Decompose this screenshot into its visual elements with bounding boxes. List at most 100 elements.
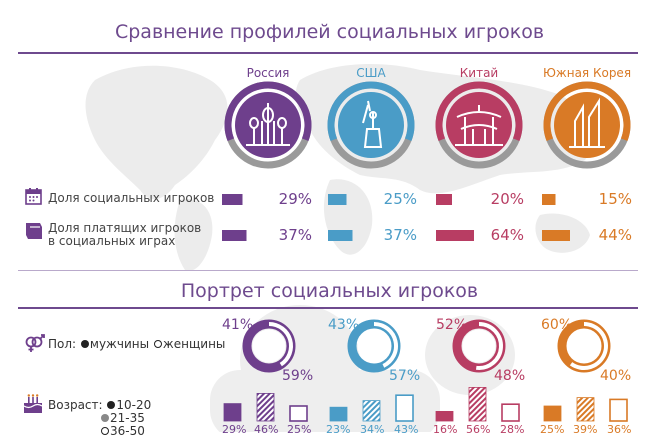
- kremlin-icon: [246, 103, 290, 146]
- metric-2-value-korea: 44%: [598, 226, 632, 244]
- metric-1-value-korea: 15%: [598, 190, 632, 208]
- wallet-icon: [26, 223, 42, 239]
- gender-legend-male: мужчины: [89, 337, 150, 351]
- female-value-russia: 59%: [282, 368, 314, 384]
- age-bar-2-russia: [256, 392, 275, 422]
- donut-hole: [357, 329, 391, 363]
- country-label-china: Китай: [459, 66, 499, 80]
- male-value-russia: 41%: [222, 317, 254, 333]
- metric-bar-2-china: [436, 230, 474, 241]
- metric-bar-2-korea: [542, 230, 570, 241]
- gender-donuts-layer: [242, 319, 611, 373]
- country-label-russia: Россия: [246, 66, 290, 80]
- female-value-china: 48%: [494, 368, 526, 384]
- metric-2-value-russia: 37%: [278, 226, 312, 244]
- age-legend-group-2: 21-35: [110, 411, 145, 425]
- female-value-korea: 40%: [600, 368, 632, 384]
- age-bar-1-usa: [329, 406, 348, 422]
- metric-label-social-share-text: Доля социальных игроков: [48, 191, 215, 205]
- badge-ring-accent: [543, 81, 631, 142]
- badge-disc: [338, 92, 404, 158]
- metric-label-paying-share: Доля платящих игроков в социальных играх: [48, 222, 201, 248]
- metric-1-value-russia: 29%: [278, 190, 312, 208]
- age-1-value-korea: 25%: [540, 423, 565, 436]
- badge-ring-accent: [435, 81, 523, 142]
- gender-legend-female: женщины: [162, 337, 226, 351]
- gender-donut-russia: [242, 319, 296, 373]
- male-value-usa: 43%: [328, 317, 360, 333]
- female-value-usa: 57%: [389, 368, 421, 384]
- gender-legend: Пол: мужчины женщины: [48, 337, 225, 351]
- statue-of-liberty-icon: [362, 100, 383, 148]
- metric-1-value-china: 20%: [490, 190, 524, 208]
- donut-male-segment: [569, 322, 608, 370]
- age-2-value-russia: 46%: [254, 423, 279, 436]
- gender-donut-china: [452, 319, 506, 373]
- age-2-value-korea: 39%: [573, 423, 598, 436]
- age-bar-1-china: [435, 410, 454, 422]
- country-label-korea: Южная Корея: [542, 66, 632, 80]
- age-bar-2-korea: [576, 397, 595, 422]
- age-group-3-marker-icon: [101, 426, 109, 435]
- age-group-1-marker-icon: [107, 400, 116, 409]
- metric-bar-1-china: [436, 194, 452, 205]
- metric-bar-1-korea: [542, 194, 556, 205]
- donut-male-segment: [268, 322, 293, 367]
- donut-male-segment: [373, 322, 398, 368]
- metric-bar-2-usa: [328, 230, 353, 241]
- male-marker-icon: [80, 339, 89, 348]
- metric-label-paying-share-line2: в социальных играх: [48, 234, 176, 248]
- donut-hole: [567, 329, 601, 363]
- portrait-divider: [18, 307, 638, 309]
- metric-bar-2-russia: [222, 230, 247, 241]
- age-legend-group-3: 36-50: [110, 424, 145, 438]
- donut-male-segment: [475, 322, 503, 370]
- age-1-value-russia: 29%: [222, 423, 247, 436]
- age-legend-prefix: Возраст:: [48, 398, 103, 412]
- country-icons-layer: [224, 81, 631, 169]
- badge-ring-accent: [224, 81, 312, 142]
- age-1-value-usa: 23%: [326, 423, 351, 436]
- age-3-value-usa: 43%: [394, 423, 419, 436]
- age-bar-3-russia: [289, 405, 308, 422]
- country-badge-korea: [543, 81, 631, 169]
- country-label-usa: США: [356, 66, 386, 80]
- calendar-icon: [25, 188, 42, 205]
- male-value-china: 52%: [436, 317, 468, 333]
- age-2-value-usa: 34%: [360, 423, 385, 436]
- gender-legend-prefix: Пол:: [48, 337, 77, 351]
- age-bar-1-korea: [543, 405, 562, 422]
- gender-donut-usa: [347, 319, 401, 373]
- age-bars-layer: [223, 386, 628, 422]
- age-bar-1-russia: [223, 403, 242, 422]
- age-bar-3-korea: [609, 398, 628, 422]
- age-legend: Возраст: 10-20 21-35 36-50: [48, 399, 151, 438]
- gender-donut-korea: [557, 319, 611, 373]
- age-3-value-russia: 25%: [287, 423, 312, 436]
- age-1-value-china: 16%: [433, 423, 458, 436]
- age-legend-group-1: 10-20: [116, 398, 152, 412]
- male-value-korea: 60%: [541, 317, 573, 333]
- portrait-title: Портрет социальных игроков: [180, 280, 479, 302]
- country-badge-china: [435, 81, 523, 169]
- metric-bar-1-usa: [328, 194, 347, 205]
- age-bar-2-usa: [362, 400, 381, 422]
- main-title: Сравнение профилей социальных игроков: [114, 21, 545, 43]
- country-badge-russia: [224, 81, 312, 169]
- age-bar-3-china: [501, 403, 520, 422]
- metric-label-paying-share-line1: Доля платящих игроков: [48, 221, 202, 235]
- metric-bar-1-russia: [222, 194, 243, 205]
- title-divider: [18, 52, 638, 54]
- metric-label-social-share: Доля социальных игроков: [48, 192, 214, 205]
- metric-squares-layer: [222, 194, 570, 241]
- gender-icon: [25, 334, 45, 352]
- country-badge-usa: [327, 81, 415, 169]
- pagoda-icon: [455, 105, 503, 146]
- metric-1-value-usa: 25%: [383, 190, 417, 208]
- metric-2-value-china: 64%: [490, 226, 524, 244]
- age-bar-2-china: [468, 386, 487, 422]
- age-group-2-marker-icon: [101, 413, 109, 422]
- age-3-value-korea: 36%: [607, 423, 632, 436]
- metric-2-value-usa: 37%: [383, 226, 417, 244]
